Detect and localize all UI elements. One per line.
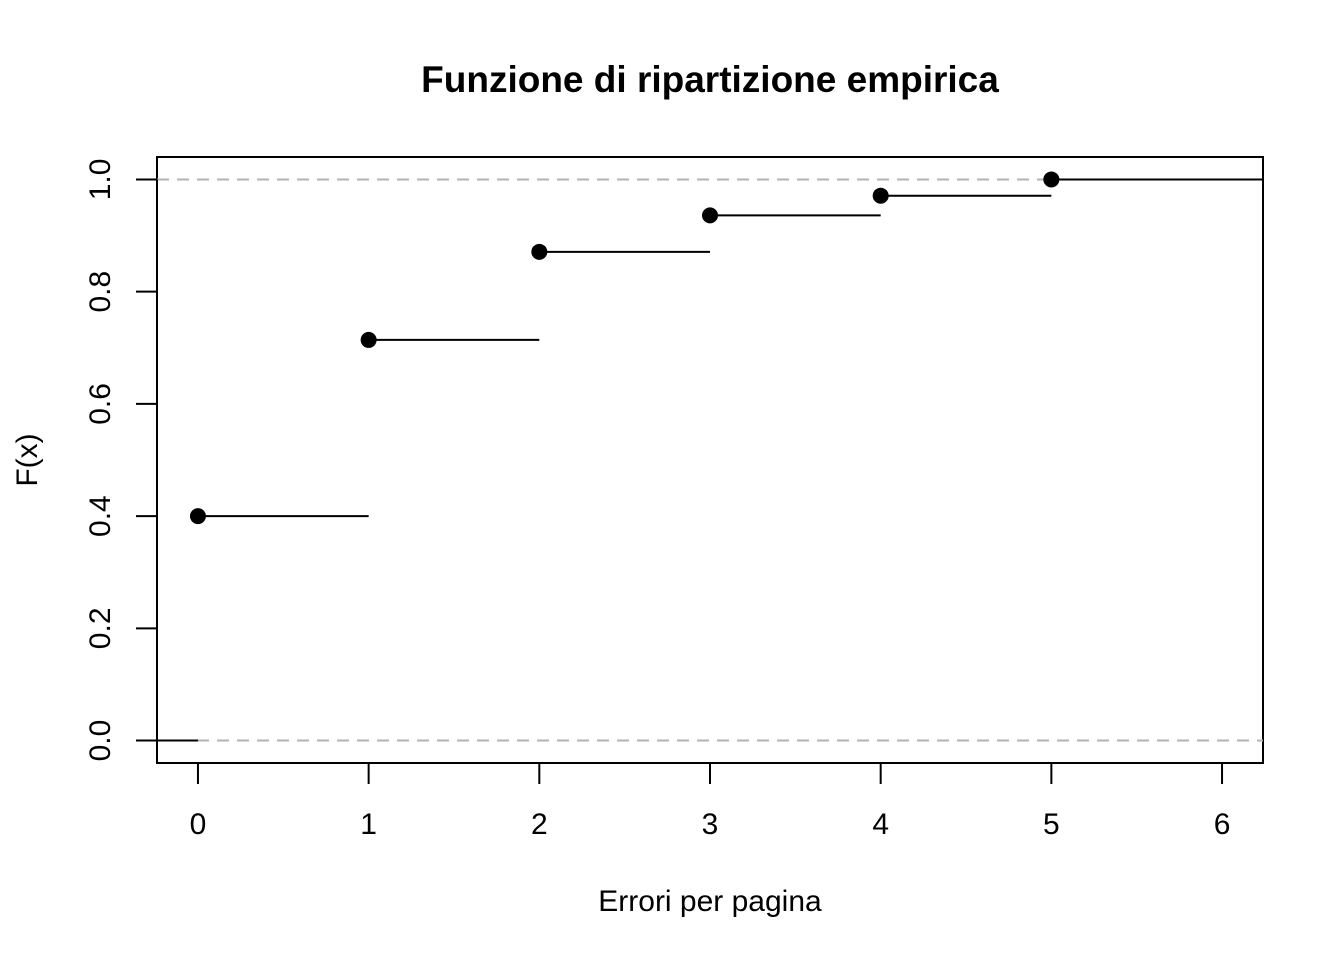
step-point-3 [702,207,718,224]
chart-title: Funzione di ripartizione empirica [421,59,999,100]
y-tick-label-1: 0.2 [84,607,117,649]
x-tick-label-1: 1 [360,808,377,841]
x-tick-label-2: 2 [531,808,548,841]
step-series [157,171,1263,742]
y-tick-label-0: 0.0 [84,720,117,762]
step-point-2 [531,243,548,260]
plot-frame [156,156,1264,764]
step-point-0 [189,508,206,525]
x-axis-label: Errori per pagina [598,885,822,918]
x-tick-label-6: 6 [1214,808,1231,841]
y-tick-label-5: 1.0 [84,159,117,201]
y-tick-label-4: 0.8 [84,271,117,313]
x-tick-label-0: 0 [190,808,207,841]
reference-lines [157,178,1263,742]
y-tick-label-2: 0.4 [84,495,117,537]
x-tick-label-3: 3 [702,808,719,841]
x-tick-label-4: 4 [872,808,889,841]
x-tick-label-5: 5 [1043,808,1060,841]
y-axis-label: F(x) [11,433,44,486]
step-point-1 [360,331,377,348]
step-point-4 [872,187,889,204]
y-tick-label-3: 0.6 [84,383,117,425]
y-axis: 0.0 0.2 0.4 0.6 0.8 1.0 [84,159,158,762]
step-point-5 [1043,171,1060,188]
x-axis: 0 1 2 3 4 5 6 [190,762,1231,841]
